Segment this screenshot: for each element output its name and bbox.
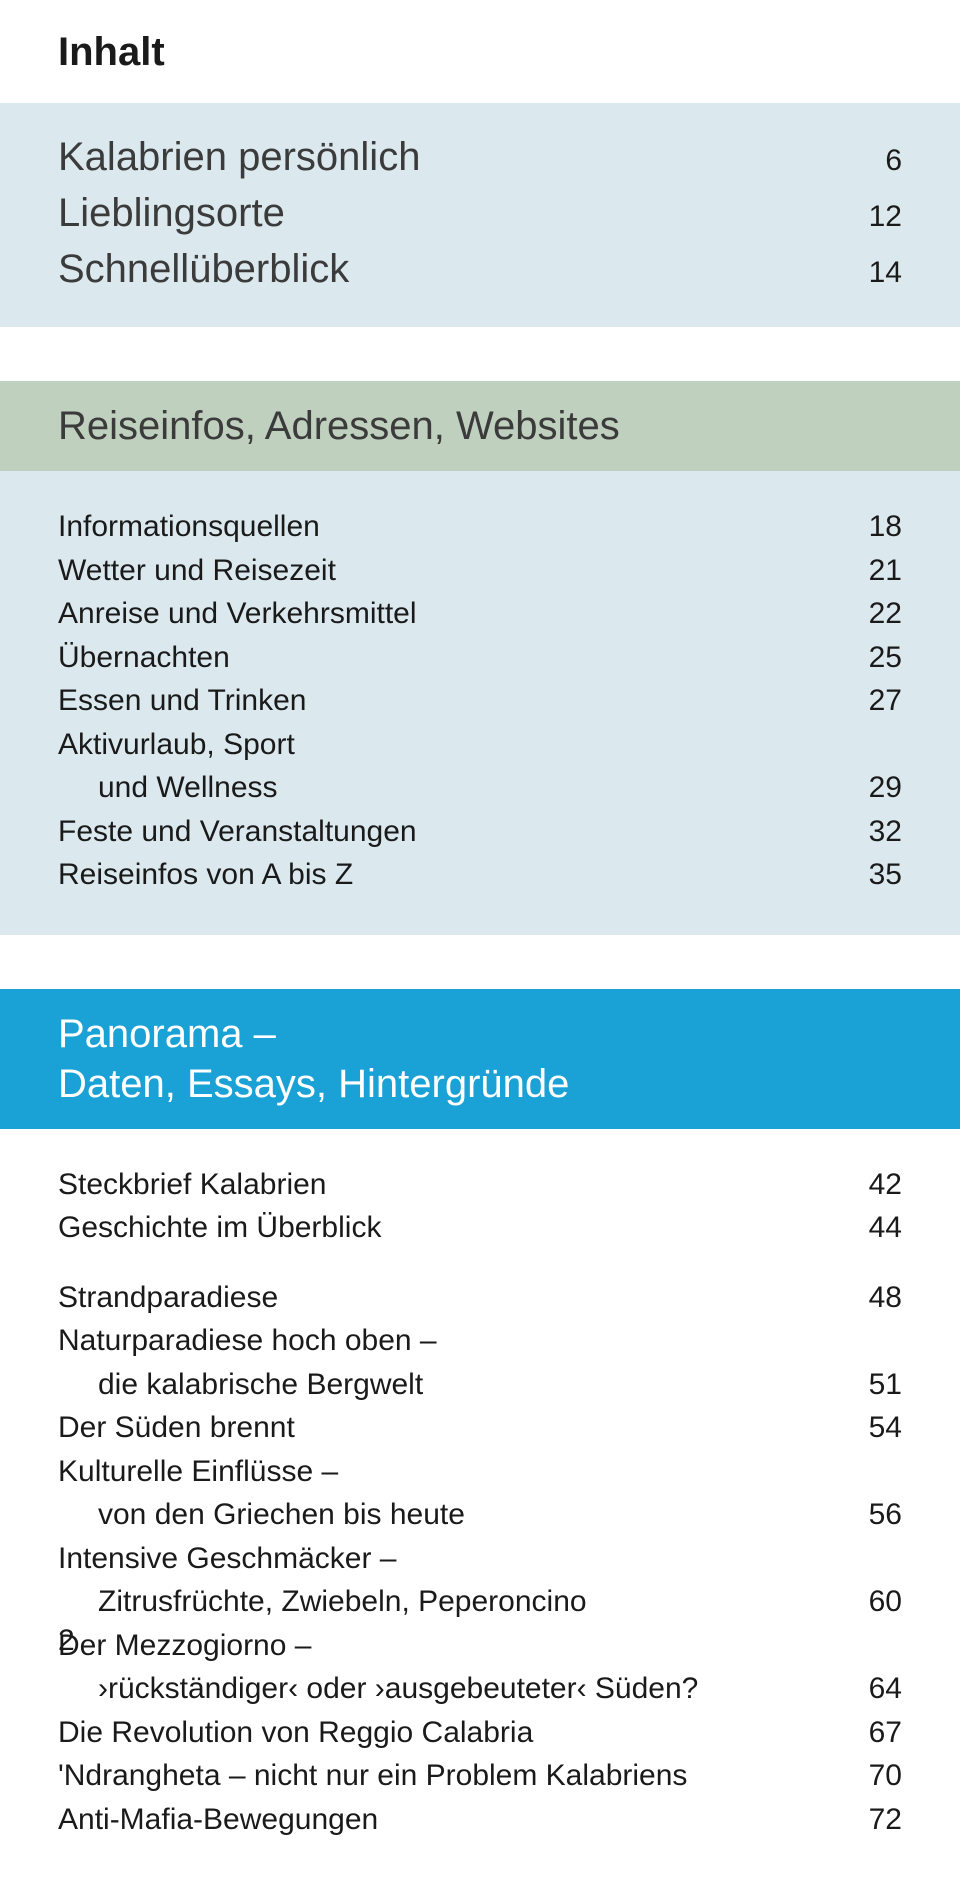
toc-row: Strandparadiese48 bbox=[58, 1276, 902, 1320]
toc-row: Zitrusfrüchte, Zwiebeln, Peperoncino60 bbox=[58, 1580, 902, 1624]
toc-page: 22 bbox=[842, 592, 902, 636]
toc-label: Geschichte im Überblick bbox=[58, 1206, 842, 1250]
toc-row: Intensive Geschmäcker – bbox=[58, 1537, 902, 1581]
toc-row: Steckbrief Kalabrien42 bbox=[58, 1163, 902, 1207]
toc-page: 51 bbox=[842, 1363, 902, 1407]
page-number: 2 bbox=[58, 1624, 75, 1658]
toc-row: und Wellness29 bbox=[58, 766, 902, 810]
reiseinfos-toc: Informationsquellen18Wetter und Reisezei… bbox=[0, 471, 960, 935]
toc-label: 'Ndrangheta – nicht nur ein Problem Kala… bbox=[58, 1754, 842, 1798]
reiseinfos-heading-band: Reiseinfos, Adressen, Websites bbox=[0, 381, 960, 471]
toc-row: 'Ndrangheta – nicht nur ein Problem Kala… bbox=[58, 1754, 902, 1798]
toc-row: Übernachten25 bbox=[58, 636, 902, 680]
toc-label: Reiseinfos von A bis Z bbox=[58, 853, 842, 897]
toc-page: 29 bbox=[842, 766, 902, 810]
toc-label: und Wellness bbox=[58, 766, 842, 810]
toc-row: von den Griechen bis heute56 bbox=[58, 1493, 902, 1537]
intro-row: Kalabrien persönlich 6 bbox=[58, 129, 902, 185]
toc-label: Aktivurlaub, Sport bbox=[58, 723, 842, 767]
panorama-heading-line2: Daten, Essays, Hintergründe bbox=[58, 1059, 960, 1109]
toc-label: Steckbrief Kalabrien bbox=[58, 1163, 842, 1207]
toc-row: Wetter und Reisezeit21 bbox=[58, 549, 902, 593]
toc-page: 42 bbox=[842, 1163, 902, 1207]
toc-label: von den Griechen bis heute bbox=[58, 1493, 842, 1537]
toc-row: Der Süden brennt54 bbox=[58, 1406, 902, 1450]
toc-label: Strandparadiese bbox=[58, 1276, 842, 1320]
toc-row: Feste und Veranstaltungen32 bbox=[58, 810, 902, 854]
reiseinfos-heading: Reiseinfos, Adressen, Websites bbox=[58, 401, 960, 451]
toc-row: Die Revolution von Reggio Calabria67 bbox=[58, 1711, 902, 1755]
toc-page: 21 bbox=[842, 549, 902, 593]
toc-label: Anti-Mafia-Bewegungen bbox=[58, 1798, 842, 1842]
toc-page: 67 bbox=[842, 1711, 902, 1755]
toc-label: Kulturelle Einflüsse – bbox=[58, 1450, 842, 1494]
toc-label: Intensive Geschmäcker – bbox=[58, 1537, 842, 1581]
toc-label: Anreise und Verkehrsmittel bbox=[58, 592, 842, 636]
toc-row: Anreise und Verkehrsmittel22 bbox=[58, 592, 902, 636]
intro-section: Kalabrien persönlich 6 Lieblingsorte 12 … bbox=[0, 103, 960, 327]
toc-row: Der Mezzogiorno – bbox=[58, 1624, 902, 1668]
toc-row: Kulturelle Einflüsse – bbox=[58, 1450, 902, 1494]
intro-row: Schnellüberblick 14 bbox=[58, 241, 902, 297]
toc-row: ›rückständiger‹ oder ›ausgebeuteter‹ Süd… bbox=[58, 1667, 902, 1711]
toc-page: 72 bbox=[842, 1798, 902, 1842]
toc-label: die kalabrische Bergwelt bbox=[58, 1363, 842, 1407]
toc-row: Essen und Trinken27 bbox=[58, 679, 902, 723]
toc-row: Informationsquellen18 bbox=[58, 505, 902, 549]
panorama-toc: Steckbrief Kalabrien42Geschichte im Über… bbox=[0, 1129, 960, 1879]
toc-label: Der Mezzogiorno – bbox=[58, 1624, 842, 1668]
toc-page: 54 bbox=[842, 1406, 902, 1450]
toc-page: 25 bbox=[842, 636, 902, 680]
toc-label: Feste und Veranstaltungen bbox=[58, 810, 842, 854]
toc-row: die kalabrische Bergwelt51 bbox=[58, 1363, 902, 1407]
toc-page: 44 bbox=[842, 1206, 902, 1250]
intro-row: Lieblingsorte 12 bbox=[58, 185, 902, 241]
intro-label: Lieblingsorte bbox=[58, 185, 285, 241]
toc-page: 56 bbox=[842, 1493, 902, 1537]
panorama-heading-line1: Panorama – bbox=[58, 1009, 960, 1059]
page-title: Inhalt bbox=[0, 0, 960, 103]
toc-label: Informationsquellen bbox=[58, 505, 842, 549]
toc-page: 27 bbox=[842, 679, 902, 723]
intro-label: Kalabrien persönlich bbox=[58, 129, 420, 185]
toc-row: Reiseinfos von A bis Z35 bbox=[58, 853, 902, 897]
toc-page: 48 bbox=[842, 1276, 902, 1320]
toc-page: 60 bbox=[842, 1580, 902, 1624]
toc-label: Wetter und Reisezeit bbox=[58, 549, 842, 593]
intro-page: 14 bbox=[869, 252, 902, 294]
toc-row: Aktivurlaub, Sport bbox=[58, 723, 902, 767]
toc-page: 35 bbox=[842, 853, 902, 897]
toc-page: 64 bbox=[842, 1667, 902, 1711]
toc-page: 18 bbox=[842, 505, 902, 549]
panorama-heading-band: Panorama – Daten, Essays, Hintergründe bbox=[0, 989, 960, 1129]
intro-page: 6 bbox=[885, 140, 902, 182]
toc-label: Der Süden brennt bbox=[58, 1406, 842, 1450]
toc-label: Naturparadiese hoch oben – bbox=[58, 1319, 842, 1363]
toc-label: ›rückständiger‹ oder ›ausgebeuteter‹ Süd… bbox=[58, 1667, 842, 1711]
toc-label: Essen und Trinken bbox=[58, 679, 842, 723]
intro-page: 12 bbox=[869, 196, 902, 238]
toc-row: Anti-Mafia-Bewegungen72 bbox=[58, 1798, 902, 1842]
toc-label: Übernachten bbox=[58, 636, 842, 680]
intro-label: Schnellüberblick bbox=[58, 241, 349, 297]
toc-row: Naturparadiese hoch oben – bbox=[58, 1319, 902, 1363]
toc-page: 32 bbox=[842, 810, 902, 854]
toc-label: Zitrusfrüchte, Zwiebeln, Peperoncino bbox=[58, 1580, 842, 1624]
toc-page: 70 bbox=[842, 1754, 902, 1798]
toc-label: Die Revolution von Reggio Calabria bbox=[58, 1711, 842, 1755]
toc-row: Geschichte im Überblick44 bbox=[58, 1206, 902, 1250]
